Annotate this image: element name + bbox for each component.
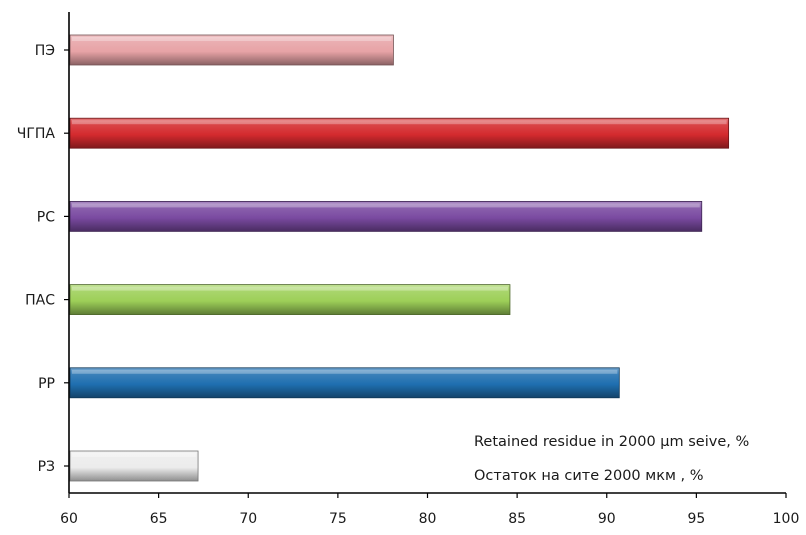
x-tick-label: 80: [419, 511, 437, 527]
bar-2: [69, 117, 730, 149]
bar-highlight-4: [72, 286, 508, 291]
x-tick-label: 100: [773, 511, 800, 527]
category-label: ЧГПА: [17, 126, 56, 142]
x-tick-label: 65: [150, 511, 168, 527]
x-tick-label: 85: [508, 511, 526, 527]
category-label: РС: [37, 209, 55, 225]
category-label: РЗ: [38, 459, 55, 475]
bar-3: [69, 200, 703, 232]
x-tick-label: 90: [598, 511, 616, 527]
bar-5: [69, 367, 620, 399]
bar-1: [69, 34, 394, 66]
x-tick-label: 95: [687, 511, 705, 527]
category-label: ПАС: [25, 293, 55, 309]
bar-4: [69, 284, 511, 316]
annotation-russian: Остаток на сите 2000 мкм , %: [474, 468, 704, 484]
bar-highlight-2: [72, 120, 727, 125]
bar-6: [69, 450, 199, 482]
bar-highlight-6: [72, 453, 197, 457]
category-label: ПЭ: [35, 43, 55, 59]
x-tick-label: 75: [329, 511, 347, 527]
annotation-english: Retained residue in 2000 µm seive, %: [474, 434, 749, 450]
category-label: РР: [38, 376, 55, 392]
bar-highlight-5: [72, 369, 618, 374]
bar-highlight-3: [72, 203, 700, 208]
x-tick-label: 60: [60, 511, 78, 527]
bar-highlight-1: [72, 37, 392, 41]
x-tick-label: 70: [239, 511, 257, 527]
